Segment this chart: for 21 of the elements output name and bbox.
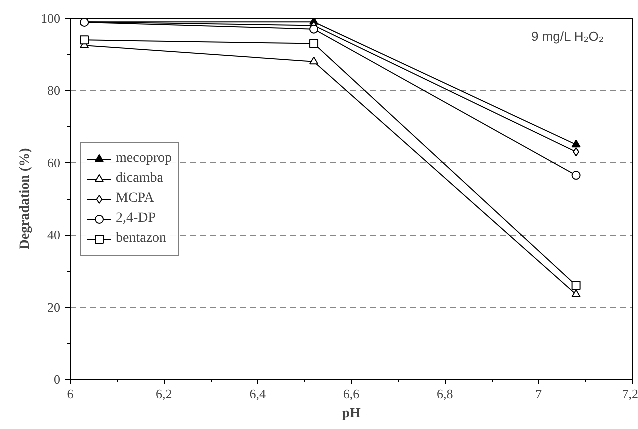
x-axis-title: pH <box>342 406 361 422</box>
y-tick-label: 40 <box>48 228 60 243</box>
x-tick-label: 7 <box>536 386 543 402</box>
legend-label: mecoprop <box>116 150 172 168</box>
y-tick-label: 0 <box>54 372 60 387</box>
x-tick-label: 6,2 <box>156 386 172 402</box>
x-tick-label: 7,2 <box>622 386 638 402</box>
legend-label: bentazon <box>116 230 167 248</box>
x-tick-label: 6 <box>67 386 74 402</box>
x-tick-label: 6,4 <box>250 386 266 402</box>
legend-label: dicamba <box>116 170 164 188</box>
y-tick-label: 80 <box>48 83 60 98</box>
annotation: 9 mg/L H₂O₂ <box>531 28 604 44</box>
y-tick-label: 60 <box>48 155 60 170</box>
legend-label: MCPA <box>116 190 154 208</box>
y-tick-label: 20 <box>48 300 60 315</box>
legend-label: 2,4-DP <box>116 210 156 228</box>
x-tick-label: 6,6 <box>343 386 360 402</box>
y-axis-title: Degradation (%) <box>18 148 33 250</box>
y-tick-label: 100 <box>41 11 60 26</box>
x-tick-label: 6,8 <box>437 386 454 402</box>
